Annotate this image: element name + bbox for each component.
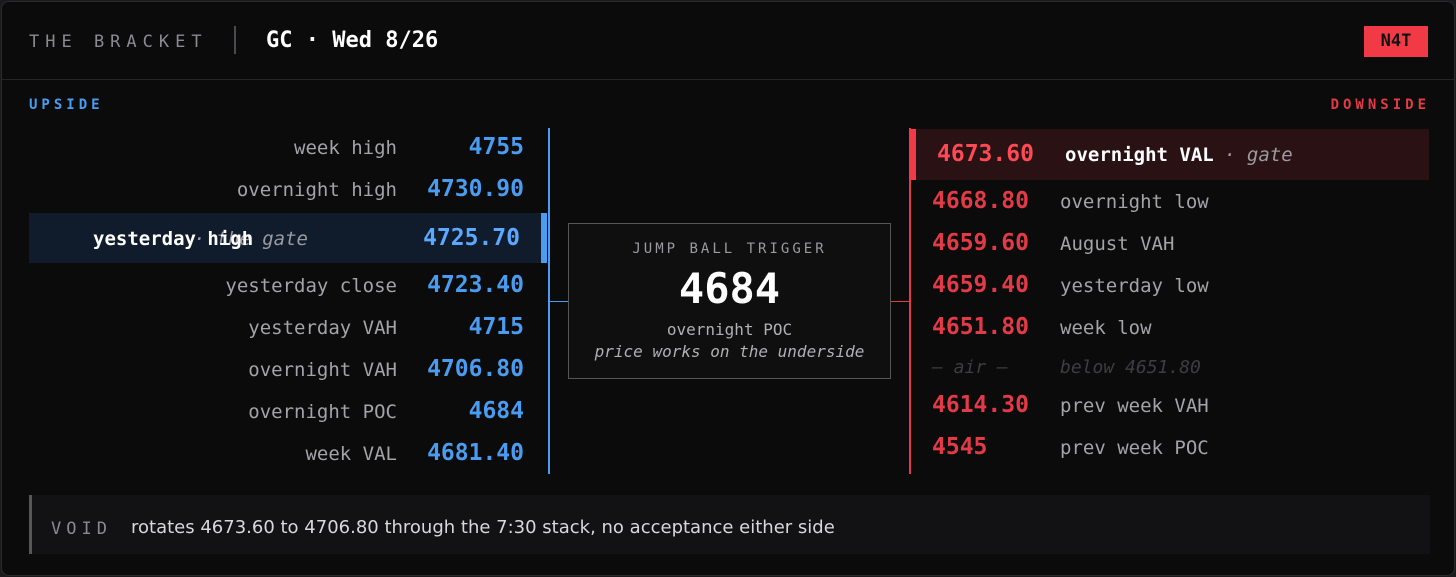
title: THE BRACKET bbox=[29, 32, 208, 52]
level-value: 4706.80 bbox=[427, 356, 524, 382]
gap-label: below 4651.80 bbox=[1060, 357, 1201, 378]
trigger-heading: JUMP BALL TRIGGER bbox=[632, 241, 827, 257]
level-value: 4659.40 bbox=[932, 272, 1029, 298]
level-label: overnight POC bbox=[248, 401, 397, 423]
instrument: GC · Wed 8/26 bbox=[266, 28, 439, 53]
level-label: overnight low bbox=[1060, 191, 1209, 213]
level-label: overnight VAL bbox=[1065, 144, 1214, 166]
level-value: 4668.80 bbox=[932, 188, 1029, 214]
level-value: 4614.30 bbox=[932, 392, 1029, 418]
footer-text: rotates 4673.60 to 4706.80 through the 7… bbox=[131, 517, 835, 538]
level-label: prev week VAH bbox=[1060, 395, 1209, 417]
level-label: August VAH bbox=[1060, 233, 1175, 255]
level-label: yesterday high bbox=[93, 228, 254, 250]
trigger-box: JUMP BALL TRIGGER 4684 overnight POC pri… bbox=[568, 223, 891, 379]
level-value: 4684 bbox=[468, 398, 524, 424]
level-value: 4681.40 bbox=[427, 440, 524, 466]
level-value: 4651.80 bbox=[932, 314, 1029, 340]
gap-value: — air — bbox=[932, 357, 1008, 378]
downside-heading: DOWNSIDE bbox=[1330, 97, 1430, 113]
highlight-bar bbox=[541, 213, 547, 263]
connector bbox=[550, 301, 568, 302]
level-label: yesterday VAH bbox=[248, 317, 397, 339]
level-label: overnight VAH bbox=[248, 359, 397, 381]
upside-heading: UPSIDE bbox=[29, 97, 104, 113]
level-value: 4723.40 bbox=[427, 272, 524, 298]
footer-tag: VOID bbox=[51, 519, 112, 539]
level-note: · the gate bbox=[193, 228, 308, 250]
header-rule bbox=[2, 79, 1454, 80]
upside-rail bbox=[548, 128, 550, 474]
level-note: · gate bbox=[1224, 144, 1293, 166]
level-value: 4673.60 bbox=[937, 141, 1034, 167]
downside-rail bbox=[909, 128, 911, 474]
level-value: 4659.60 bbox=[932, 230, 1029, 256]
level-value: 4725.70 bbox=[423, 225, 520, 251]
level-label: prev week POC bbox=[1060, 437, 1209, 459]
connector bbox=[891, 301, 909, 302]
level-label: week low bbox=[1060, 317, 1152, 339]
level-label: week VAL bbox=[305, 443, 397, 465]
level-label: overnight high bbox=[236, 179, 397, 201]
level-value: 4755 bbox=[468, 134, 524, 160]
level-label: yesterday close bbox=[225, 275, 397, 297]
level-label: yesterday low bbox=[1060, 275, 1209, 297]
trigger-label: overnight POC bbox=[666, 320, 793, 339]
highlight-bar bbox=[909, 129, 916, 180]
footer: VOID rotates 4673.60 to 4706.80 through … bbox=[29, 495, 1430, 554]
highlight-row bbox=[29, 213, 541, 263]
badge: N4T bbox=[1364, 26, 1428, 57]
level-label: week high bbox=[294, 137, 397, 159]
level-value: 4730.90 bbox=[427, 176, 524, 202]
level-value: 4545 bbox=[932, 434, 988, 460]
level-value: 4715 bbox=[468, 314, 524, 340]
trigger-note: price works on the underside bbox=[594, 342, 865, 361]
trigger-value: 4684 bbox=[678, 264, 781, 313]
divider bbox=[234, 26, 236, 54]
highlight-row bbox=[911, 129, 1429, 180]
